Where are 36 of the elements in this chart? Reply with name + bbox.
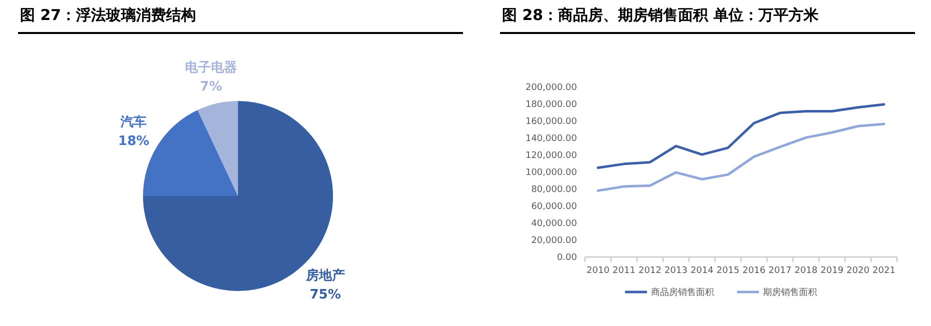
slice-label: 房地产	[304, 267, 345, 284]
slice-label: 汽车	[120, 114, 147, 130]
x-tick-label: 2012	[638, 266, 662, 276]
y-tick-label: 140,000.00	[525, 134, 578, 144]
y-tick-label: 160,000.00	[525, 117, 578, 128]
x-tick-label: 2018	[794, 266, 818, 276]
x-tick-label: 2015	[716, 266, 740, 276]
x-tick-label: 2016	[742, 266, 766, 276]
y-tick-label: 40,000.00	[531, 219, 578, 230]
data-label: 75%	[310, 287, 341, 302]
y-tick-label: 200,000.00	[525, 83, 578, 94]
y-tick-label: 20,000.00	[531, 236, 578, 246]
data-label: 18%	[118, 134, 150, 149]
chart-title: 图 27：浮法玻璃消费结构	[20, 6, 196, 24]
line-series	[596, 122, 886, 192]
y-tick-label: 60,000.00	[531, 202, 578, 212]
y-tick-label: 120,000.00	[525, 151, 578, 162]
slice-label: 电子电器	[185, 60, 238, 76]
y-tick-label: 180,000.00	[525, 100, 578, 110]
legend-label: 商品房销售面积	[651, 287, 714, 298]
x-tick-label: 2019	[820, 266, 844, 276]
y-tick-label: 0.00	[556, 253, 578, 264]
pie-slice	[198, 101, 238, 196]
x-tick-label: 2010	[586, 266, 610, 276]
data-label: 7%	[200, 79, 222, 94]
x-tick-label: 2020	[846, 266, 870, 276]
y-tick-label: 100,000.00	[525, 168, 578, 178]
y-tick-label: 80,000.00	[531, 185, 578, 196]
legend-label: 期房销售面积	[763, 287, 817, 298]
chart-title: 图 28：商品房、期房销售面积 单位：万平方米	[502, 6, 820, 24]
line-series	[596, 103, 886, 169]
x-tick-label: 2021	[872, 266, 896, 276]
x-tick-label: 2013	[664, 266, 688, 276]
x-tick-label: 2011	[612, 266, 636, 276]
x-tick-label: 2017	[768, 266, 792, 276]
x-tick-label: 2014	[690, 266, 714, 276]
